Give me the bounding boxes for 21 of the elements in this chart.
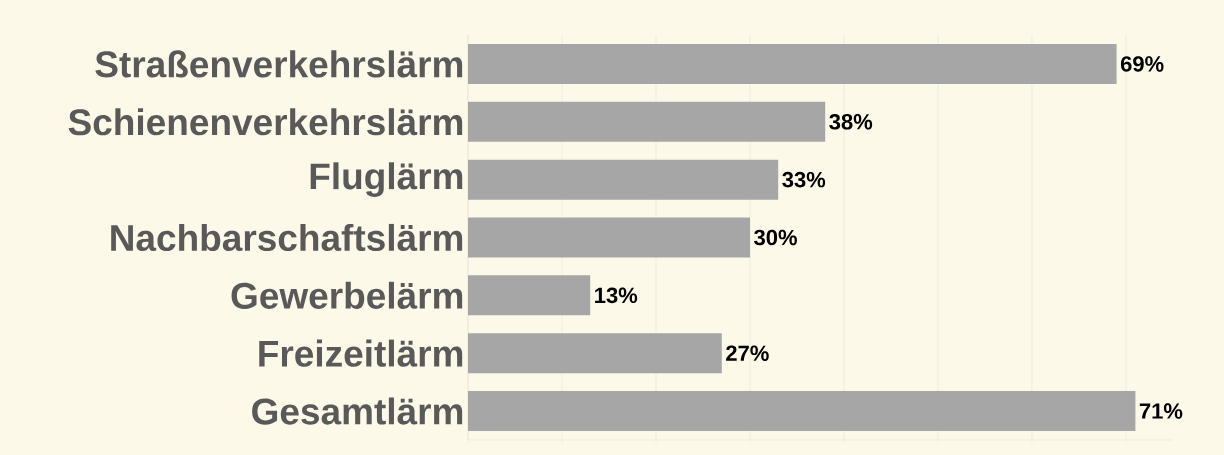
y-tick-label: Straßenverkehrslärm xyxy=(95,50,463,78)
y-tick-label: Gesamtlärm xyxy=(252,397,463,425)
y-tick-label: Gewerbelärm xyxy=(231,281,463,309)
bar xyxy=(468,159,779,200)
y-tick-label: Nachbarschaftslärm xyxy=(111,223,463,252)
bar xyxy=(468,333,722,374)
data-label: 13% xyxy=(595,287,638,304)
data-label: 38% xyxy=(829,113,873,130)
y-tick-label: Schienenverkehrslärm xyxy=(68,108,463,136)
data-label: 71% xyxy=(1139,403,1183,419)
bar xyxy=(468,391,1136,432)
data-label: 33% xyxy=(782,171,826,188)
bar xyxy=(468,101,826,142)
bar xyxy=(468,217,750,258)
data-label: 27% xyxy=(726,345,769,361)
y-tick-label: Freizeitlärm xyxy=(259,339,463,367)
y-tick-label: Fluglärm xyxy=(310,162,463,197)
data-label: 69% xyxy=(1120,56,1164,72)
data-label: 30% xyxy=(754,229,797,246)
bar xyxy=(468,43,1117,84)
bar xyxy=(468,275,591,316)
